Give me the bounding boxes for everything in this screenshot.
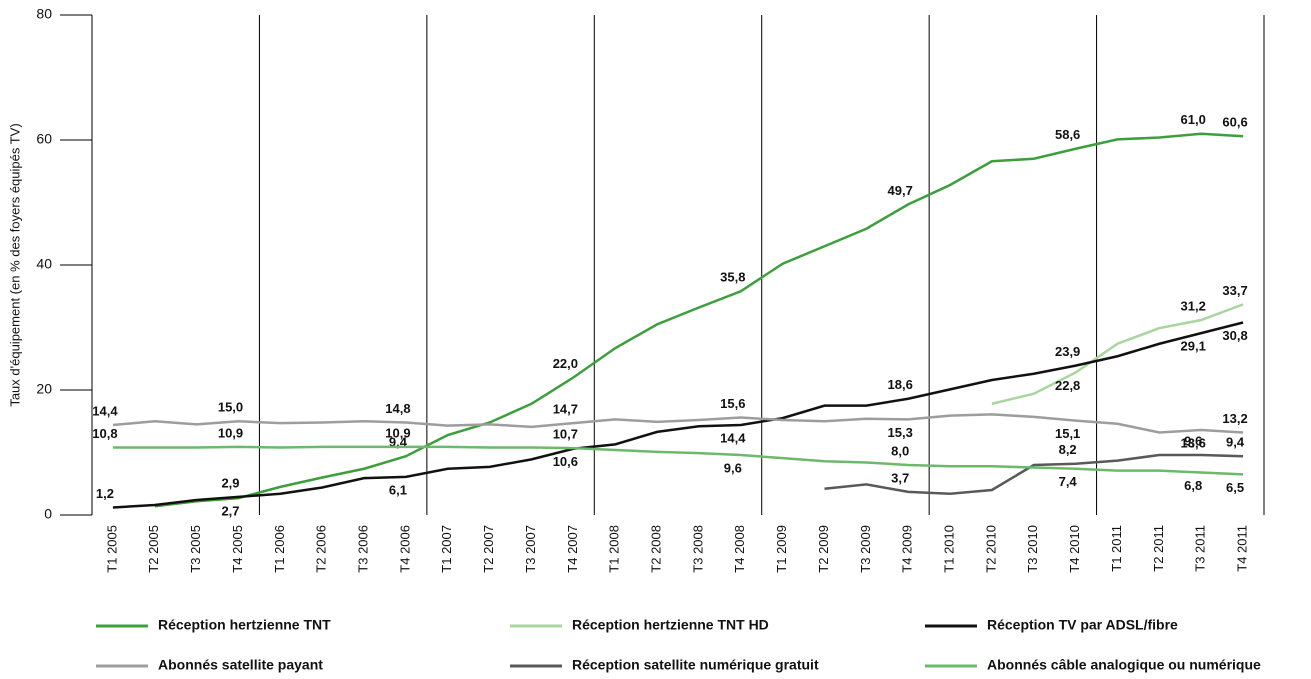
y-tick-label: 20	[36, 381, 52, 397]
data-label: 14,7	[553, 402, 578, 417]
data-label: 9,6	[1184, 433, 1202, 448]
x-tick-label: T2 2007	[481, 525, 496, 573]
x-tick-label: T4 2006	[397, 525, 412, 573]
x-tick-label: T3 2005	[188, 525, 203, 573]
data-label: 15,0	[218, 400, 243, 415]
data-label: 6,1	[389, 482, 407, 497]
legend-label: Réception hertzienne TNT	[158, 617, 331, 633]
x-tick-label: T2 2005	[146, 525, 161, 573]
data-label: 22,0	[553, 356, 578, 371]
y-axis-label: Taux d'équipement (en % des foyers équip…	[7, 123, 22, 406]
y-tick-label: 60	[36, 131, 52, 147]
data-label: 13,6	[1181, 435, 1206, 450]
x-tick-label: T1 2006	[272, 525, 287, 573]
x-tick-label: T2 2006	[314, 525, 329, 573]
data-label: 58,6	[1055, 127, 1080, 142]
data-label: 49,7	[888, 183, 913, 198]
data-label: 14,8	[385, 401, 410, 416]
data-label: 35,8	[720, 270, 745, 285]
data-label: 33,7	[1222, 283, 1247, 298]
x-tick-label: T3 2011	[1193, 525, 1208, 572]
data-label: 9,6	[724, 460, 742, 475]
y-tick-label: 40	[36, 256, 52, 272]
x-tick-label: T1 2011	[1109, 525, 1124, 572]
x-tick-label: T1 2009	[774, 525, 789, 573]
x-tick-label: T4 2005	[230, 525, 245, 573]
data-label: 18,6	[888, 377, 913, 392]
series-line	[154, 132, 1244, 508]
x-tick-label: T3 2006	[356, 525, 371, 573]
x-tick-label: T4 2010	[1067, 525, 1082, 573]
data-label: 14,4	[92, 403, 118, 418]
data-label: 3,7	[891, 470, 909, 485]
x-tick-label: T2 2011	[1151, 525, 1166, 572]
data-label: 23,9	[1055, 344, 1080, 359]
x-tick-label: T2 2010	[983, 525, 998, 573]
series-line	[112, 445, 1244, 476]
x-tick-label: T4 2008	[732, 525, 747, 573]
data-label: 60,6	[1222, 115, 1247, 130]
data-label: 15,6	[720, 396, 745, 411]
data-label: 6,8	[1184, 478, 1202, 493]
legend-label: Abonnés satellite payant	[158, 657, 323, 673]
data-label: 22,8	[1055, 378, 1080, 393]
data-label: 13,2	[1222, 411, 1247, 426]
data-label: 9,4	[1226, 435, 1245, 450]
x-tick-label: T2 2008	[649, 525, 664, 573]
x-tick-label: T3 2007	[523, 525, 538, 573]
data-label: 10,7	[553, 427, 578, 442]
data-label: 30,8	[1222, 328, 1247, 343]
x-tick-label: T1 2008	[607, 525, 622, 573]
legend-label: Réception TV par ADSL/fibre	[987, 617, 1178, 633]
x-tick-label: T3 2009	[858, 525, 873, 573]
x-tick-label: T1 2005	[104, 525, 119, 573]
x-tick-label: T1 2010	[942, 525, 957, 573]
x-tick-label: T2 2009	[816, 525, 831, 573]
data-label: 6,5	[1226, 480, 1244, 495]
x-tick-label: T3 2010	[1025, 525, 1040, 573]
data-label: 2,9	[221, 475, 239, 490]
data-label: 7,4	[1059, 474, 1078, 489]
x-tick-label: T1 2007	[439, 525, 454, 573]
data-label: 15,3	[888, 425, 913, 440]
data-label: 14,4	[720, 430, 746, 445]
data-label: 10,9	[218, 425, 243, 440]
series-line	[824, 453, 1244, 496]
data-label: 8,0	[891, 443, 909, 458]
x-tick-label: T4 2011	[1235, 525, 1250, 572]
legend-label: Abonnés câble analogique ou numérique	[987, 657, 1261, 673]
data-label: 8,2	[1059, 442, 1077, 457]
x-tick-label: T4 2007	[565, 525, 580, 573]
data-label: 31,2	[1181, 298, 1206, 313]
x-tick-label: T3 2008	[690, 525, 705, 573]
series-line	[112, 413, 1244, 434]
y-tick-label: 0	[44, 506, 52, 522]
data-label: 15,1	[1055, 426, 1080, 441]
series-line	[112, 321, 1244, 509]
data-label: 10,6	[553, 454, 578, 469]
data-label: 10,8	[92, 426, 117, 441]
data-label: 2,7	[221, 504, 239, 519]
data-label: 1,2	[96, 486, 114, 501]
x-tick-label: T4 2009	[900, 525, 915, 573]
y-tick-label: 80	[36, 6, 52, 22]
data-label: 61,0	[1181, 112, 1206, 127]
data-label: 29,1	[1181, 339, 1206, 354]
series-line	[991, 303, 1244, 405]
data-label: 10,9	[385, 425, 410, 440]
legend-label: Réception satellite numérique gratuit	[572, 657, 819, 673]
legend-label: Réception hertzienne TNT HD	[572, 617, 769, 633]
